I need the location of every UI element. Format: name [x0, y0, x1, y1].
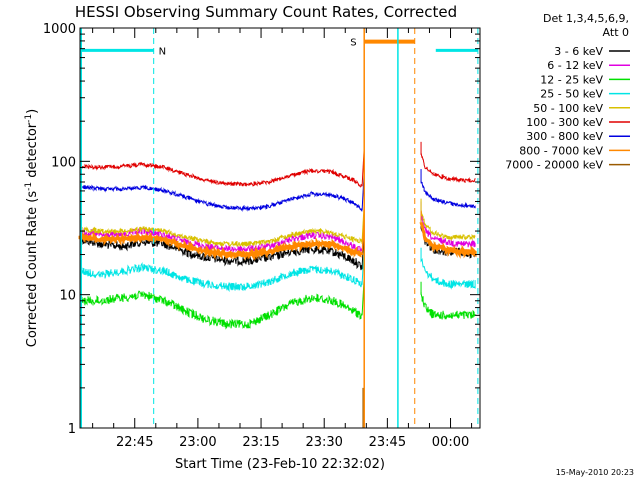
series-line-post-2	[420, 211, 476, 248]
series-line-post-8	[419, 222, 477, 259]
y-axis-label-exp2: -1	[24, 114, 34, 123]
legend-label-3: 12 - 25 keV	[540, 73, 603, 86]
x-tick-label-2: 23:00	[179, 435, 216, 450]
series-line-post-4	[420, 258, 476, 290]
x-tick-label-6: 00:00	[432, 435, 469, 450]
series-line-post-3	[420, 292, 476, 320]
legend-label-7: 300 - 800 keV	[526, 130, 603, 143]
series-line-4	[79, 261, 363, 293]
series-line-5	[79, 226, 363, 248]
footer-date: 15-May-2010 20:23	[556, 468, 634, 477]
flag-label-S: S	[350, 38, 356, 49]
legend-label-9: 7000 - 20000 keV	[505, 159, 603, 172]
legend-header-1: Det 1,3,4,5,6,9,	[543, 12, 629, 25]
x-tick-label-3: 23:15	[242, 435, 279, 450]
series-line-post-7	[420, 181, 476, 209]
x-axis: 22:45 23:00 23:15 23:30 23:45 00:00	[92, 28, 473, 450]
legend-label-1: 3 - 6 keV	[554, 45, 603, 58]
y-tick-label-4: 1000	[43, 22, 76, 37]
y-axis-label-end: )	[25, 109, 40, 114]
series-line-3	[79, 290, 363, 330]
series-line-post-6	[420, 152, 476, 184]
legend-label-4: 25 - 50 keV	[540, 88, 603, 101]
x-tick-label-5: 23:45	[369, 435, 406, 450]
chart-title: HESSI Observing Summary Count Rates, Cor…	[75, 3, 457, 21]
series-line-2	[79, 227, 363, 253]
plot-area: NS	[78, 28, 479, 428]
x-tick-label-1: 22:45	[116, 435, 153, 450]
series-line-post-5	[420, 210, 476, 242]
legend-header-2: Att 0	[603, 26, 629, 39]
flag-label-N: N	[159, 46, 166, 57]
legend-label-8: 800 - 7000 keV	[519, 144, 603, 157]
y-axis: 1 10 100 1000	[43, 22, 480, 437]
x-tick-label-4: 23:30	[305, 435, 342, 450]
x-axis-label: Start Time (23-Feb-10 22:32:02)	[175, 457, 385, 472]
plot-frame	[79, 27, 481, 429]
legend-label-2: 6 - 12 keV	[547, 59, 603, 72]
legend-label-5: 50 - 100 keV	[533, 102, 603, 115]
y-tick-label-2: 10	[59, 289, 76, 304]
y-tick-label-3: 100	[51, 155, 76, 170]
series-line-7	[79, 184, 363, 212]
y-axis-label-mid: detector	[25, 122, 40, 182]
series-line-8	[78, 230, 364, 261]
y-tick-label-1: 1	[68, 422, 76, 437]
y-axis-label: Corrected Count Rate (s-1 detector-1)	[24, 109, 40, 347]
legend-label-6: 100 - 300 keV	[526, 116, 603, 129]
series-line-6	[79, 161, 363, 189]
y-axis-label-main: Corrected Count Rate (s	[25, 191, 40, 348]
y-axis-label-exp1: -1	[24, 182, 34, 191]
